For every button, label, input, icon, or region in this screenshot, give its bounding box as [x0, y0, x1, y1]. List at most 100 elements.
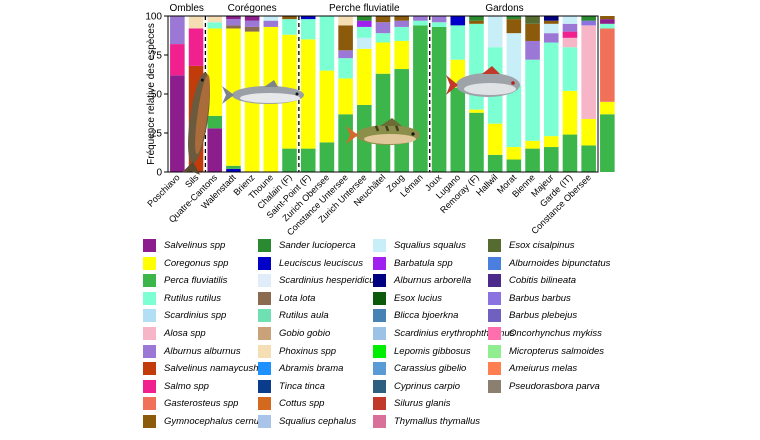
bar-segment	[469, 20, 484, 24]
y-axis-label: Fréquence relative des espèces	[146, 23, 157, 165]
x-tick-label: Poschiavo	[145, 172, 181, 208]
bar-segment	[188, 28, 204, 66]
bar-segment	[562, 47, 578, 91]
bar-segment	[357, 16, 372, 21]
legend-item: Scardinius spp	[143, 308, 226, 323]
bar-segment	[469, 16, 484, 21]
bar-segment	[282, 148, 297, 172]
bar-segment	[207, 16, 223, 23]
bar-segment	[600, 28, 615, 102]
bar-segment	[375, 33, 391, 43]
legend-swatch	[143, 415, 156, 428]
bar-stack	[338, 16, 353, 172]
legend-label: Salvelinus spp	[164, 240, 226, 251]
bar-segment	[543, 20, 559, 24]
legend-label: Cottus spp	[279, 398, 325, 410]
legend-swatch	[488, 291, 501, 305]
bar-segment	[525, 140, 540, 149]
legend-swatch	[373, 362, 386, 376]
legend-item: Gymnocephalus cernua	[143, 414, 264, 429]
legend-label: Rutilus rutilus	[164, 292, 222, 304]
bar-segment	[338, 78, 353, 115]
legend-swatch	[488, 256, 501, 270]
bar-segment	[506, 84, 522, 148]
legend-label: Squalius cephalus	[279, 416, 357, 427]
bar-segment	[207, 22, 223, 29]
bar-stack	[300, 16, 316, 172]
legend-swatch	[488, 379, 501, 393]
legend-item: Lota lota	[258, 291, 315, 306]
legend-label: Gasterosteus spp	[164, 398, 239, 410]
bar-segment	[506, 33, 522, 85]
legend-item: Salvelinus namaycush	[143, 361, 259, 376]
group-label: Gardons	[485, 3, 523, 14]
bar-segment	[543, 136, 559, 148]
legend-label: Lota lota	[279, 292, 316, 304]
group-label: Corégones	[228, 3, 277, 14]
legend-label: Barbatula spp	[394, 257, 453, 269]
legend-label: Alburnus arborella	[394, 275, 472, 287]
legend-swatch	[488, 344, 501, 358]
x-tick-label: Hallwil	[474, 172, 499, 197]
legend-label: Carassius gibelio	[394, 363, 467, 375]
bar-segment	[487, 123, 503, 155]
bar-segment	[413, 20, 428, 26]
legend-swatch	[488, 239, 501, 252]
bar-segment	[300, 39, 316, 149]
bar-segment	[394, 16, 409, 21]
legend-swatch	[258, 327, 271, 340]
legend-label: Alburnus alburnus	[164, 345, 241, 357]
legend-item: Carassius gibelio	[373, 361, 466, 376]
bar-segment	[319, 142, 335, 172]
bar-segment	[319, 16, 335, 71]
legend-label: Oncorhynchus mykiss	[509, 328, 602, 339]
legend-item: Esox cisalpinus	[488, 238, 574, 253]
bar-segment	[226, 19, 241, 26]
bar-segment	[375, 42, 391, 74]
bar-segment	[431, 16, 447, 23]
legend-swatch	[258, 362, 271, 376]
bar-stack	[525, 16, 540, 172]
bar-segment	[487, 154, 503, 172]
legend-swatch	[373, 239, 386, 252]
legend-label: Squalius squalus	[394, 240, 466, 251]
legend-swatch	[373, 344, 386, 358]
legend-item: Rutilus rutilus	[143, 291, 221, 306]
bar-segment	[357, 20, 372, 27]
legend-item: Cobitis bilineata	[488, 273, 576, 288]
bar-stack	[600, 16, 615, 172]
legend-swatch	[373, 397, 386, 411]
bar-segment	[581, 20, 596, 26]
bar-segment	[282, 16, 297, 20]
bar-segment	[581, 16, 596, 21]
bar-segment	[562, 16, 578, 24]
bar-stack	[506, 16, 522, 172]
bar-segment	[413, 16, 428, 21]
bar-segment	[338, 50, 353, 59]
stacked-bar-chart: Fréquence relative des espèces 0 25 50 75 10…	[145, 3, 615, 237]
legend-label: Silurus glanis	[394, 398, 451, 410]
bar-segment	[413, 25, 428, 172]
legend-swatch	[373, 291, 386, 305]
bar-segment	[170, 16, 185, 45]
legend-swatch	[143, 379, 156, 393]
legend-label: Alburnoides bipunctatus	[509, 257, 611, 269]
legend-swatch	[488, 274, 501, 288]
bar-stack	[431, 16, 447, 173]
bar-segment	[170, 44, 185, 76]
plot-border	[167, 15, 599, 173]
bar-segment	[375, 16, 391, 23]
bar-segment	[300, 19, 316, 40]
legend-item: Salvelinus spp	[143, 238, 225, 253]
bar-segment	[338, 58, 353, 79]
bar-segment	[338, 114, 353, 172]
bar-segment	[506, 16, 522, 20]
legend-swatch	[373, 256, 386, 270]
bar-segment	[506, 159, 522, 172]
legend-item: Thymallus thymallus	[373, 414, 480, 429]
legend-swatch	[488, 362, 501, 376]
bar-segment	[207, 28, 223, 116]
bar-stack	[170, 16, 185, 172]
y-tick-label: 75	[151, 51, 163, 62]
y-axis: 0 25 50 75 100	[145, 12, 168, 179]
